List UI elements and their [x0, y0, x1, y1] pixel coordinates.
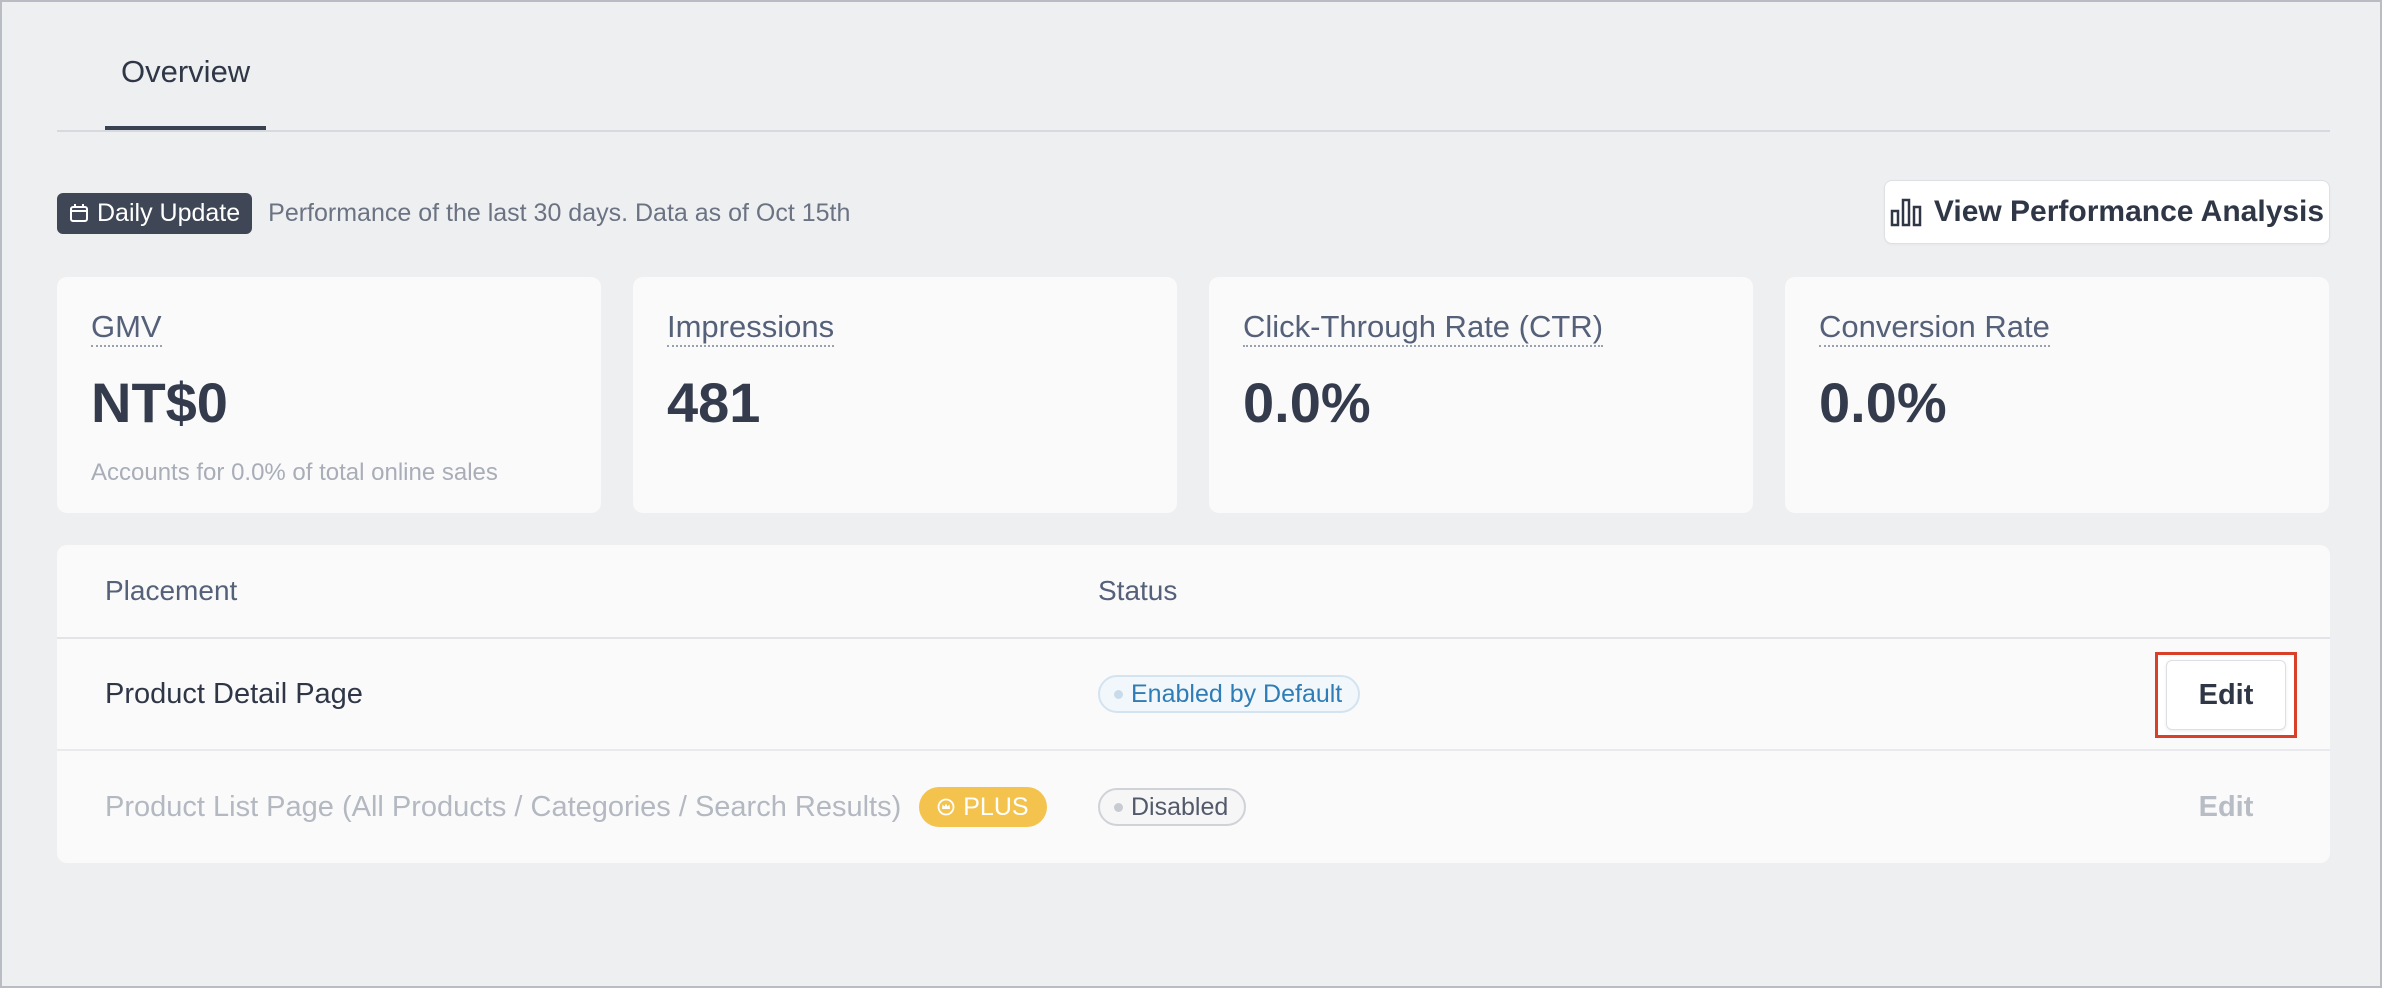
info-row: Daily Update Performance of the last 30 …: [57, 192, 850, 234]
performance-description: Performance of the last 30 days. Data as…: [268, 198, 851, 227]
table-header: Placement Status: [57, 545, 2330, 639]
status-cell: Disabled: [1098, 751, 1247, 863]
table-row: Product List Page (All Products / Catego…: [57, 751, 2330, 863]
stat-title[interactable]: Conversion Rate: [1819, 309, 2050, 347]
crown-icon: [937, 798, 955, 816]
edit-button-disabled: Edit: [2155, 764, 2297, 850]
tab-bar: Overview: [57, 2, 2330, 132]
plus-badge: PLUS: [919, 787, 1047, 827]
edit-label: Edit: [2198, 790, 2254, 823]
stat-card-conversion-rate: Conversion Rate 0.0%: [1785, 277, 2329, 513]
daily-update-badge: Daily Update: [57, 192, 253, 234]
plus-badge-label: PLUS: [963, 792, 1029, 821]
stat-value: NT$0: [91, 371, 228, 434]
tab-overview[interactable]: Overview: [105, 54, 267, 130]
table-row: Product Detail Page Enabled by Default E…: [57, 639, 2330, 751]
stat-value: 481: [667, 371, 761, 434]
edit-button-inner[interactable]: Edit: [2166, 660, 2286, 730]
stat-title[interactable]: Impressions: [667, 309, 835, 347]
placement-name-cell: Product List Page (All Products / Catego…: [105, 751, 1047, 863]
stat-card-gmv: GMV NT$0 Accounts for 0.0% of total onli…: [57, 277, 601, 513]
daily-update-label: Daily Update: [97, 198, 241, 227]
status-badge: Disabled: [1098, 788, 1247, 826]
stat-title[interactable]: Click-Through Rate (CTR): [1243, 309, 1604, 347]
placement-table: Placement Status Product Detail Page Ena…: [57, 545, 2330, 863]
calendar-icon: [70, 204, 88, 222]
stat-card-ctr: Click-Through Rate (CTR) 0.0%: [1209, 277, 1753, 513]
status-label: Disabled: [1131, 792, 1229, 821]
status-label: Enabled by Default: [1131, 679, 1343, 708]
edit-button[interactable]: Edit: [2155, 652, 2297, 738]
tab-overview-label: Overview: [121, 54, 251, 89]
view-performance-analysis-label: View Performance Analysis: [1933, 195, 2325, 228]
stat-subtext: Accounts for 0.0% of total online sales: [91, 459, 498, 486]
status-cell: Enabled by Default: [1098, 639, 1361, 749]
placement-name: Product List Page (All Products / Catego…: [105, 790, 902, 823]
stat-title[interactable]: GMV: [91, 309, 162, 347]
stat-card-impressions: Impressions 481: [633, 277, 1177, 513]
status-badge: Enabled by Default: [1098, 675, 1361, 713]
bar-chart-icon: [1890, 198, 1922, 227]
header-status: Status: [1098, 575, 1178, 606]
view-performance-analysis-button[interactable]: View Performance Analysis: [1884, 180, 2330, 244]
status-dot-icon: [1114, 689, 1123, 699]
stat-value: 0.0%: [1819, 371, 1947, 434]
placement-name: Product Detail Page: [105, 677, 363, 710]
header-placement: Placement: [105, 575, 238, 606]
status-dot-icon: [1114, 802, 1123, 812]
stat-value: 0.0%: [1243, 371, 1371, 434]
edit-label: Edit: [2198, 678, 2254, 711]
